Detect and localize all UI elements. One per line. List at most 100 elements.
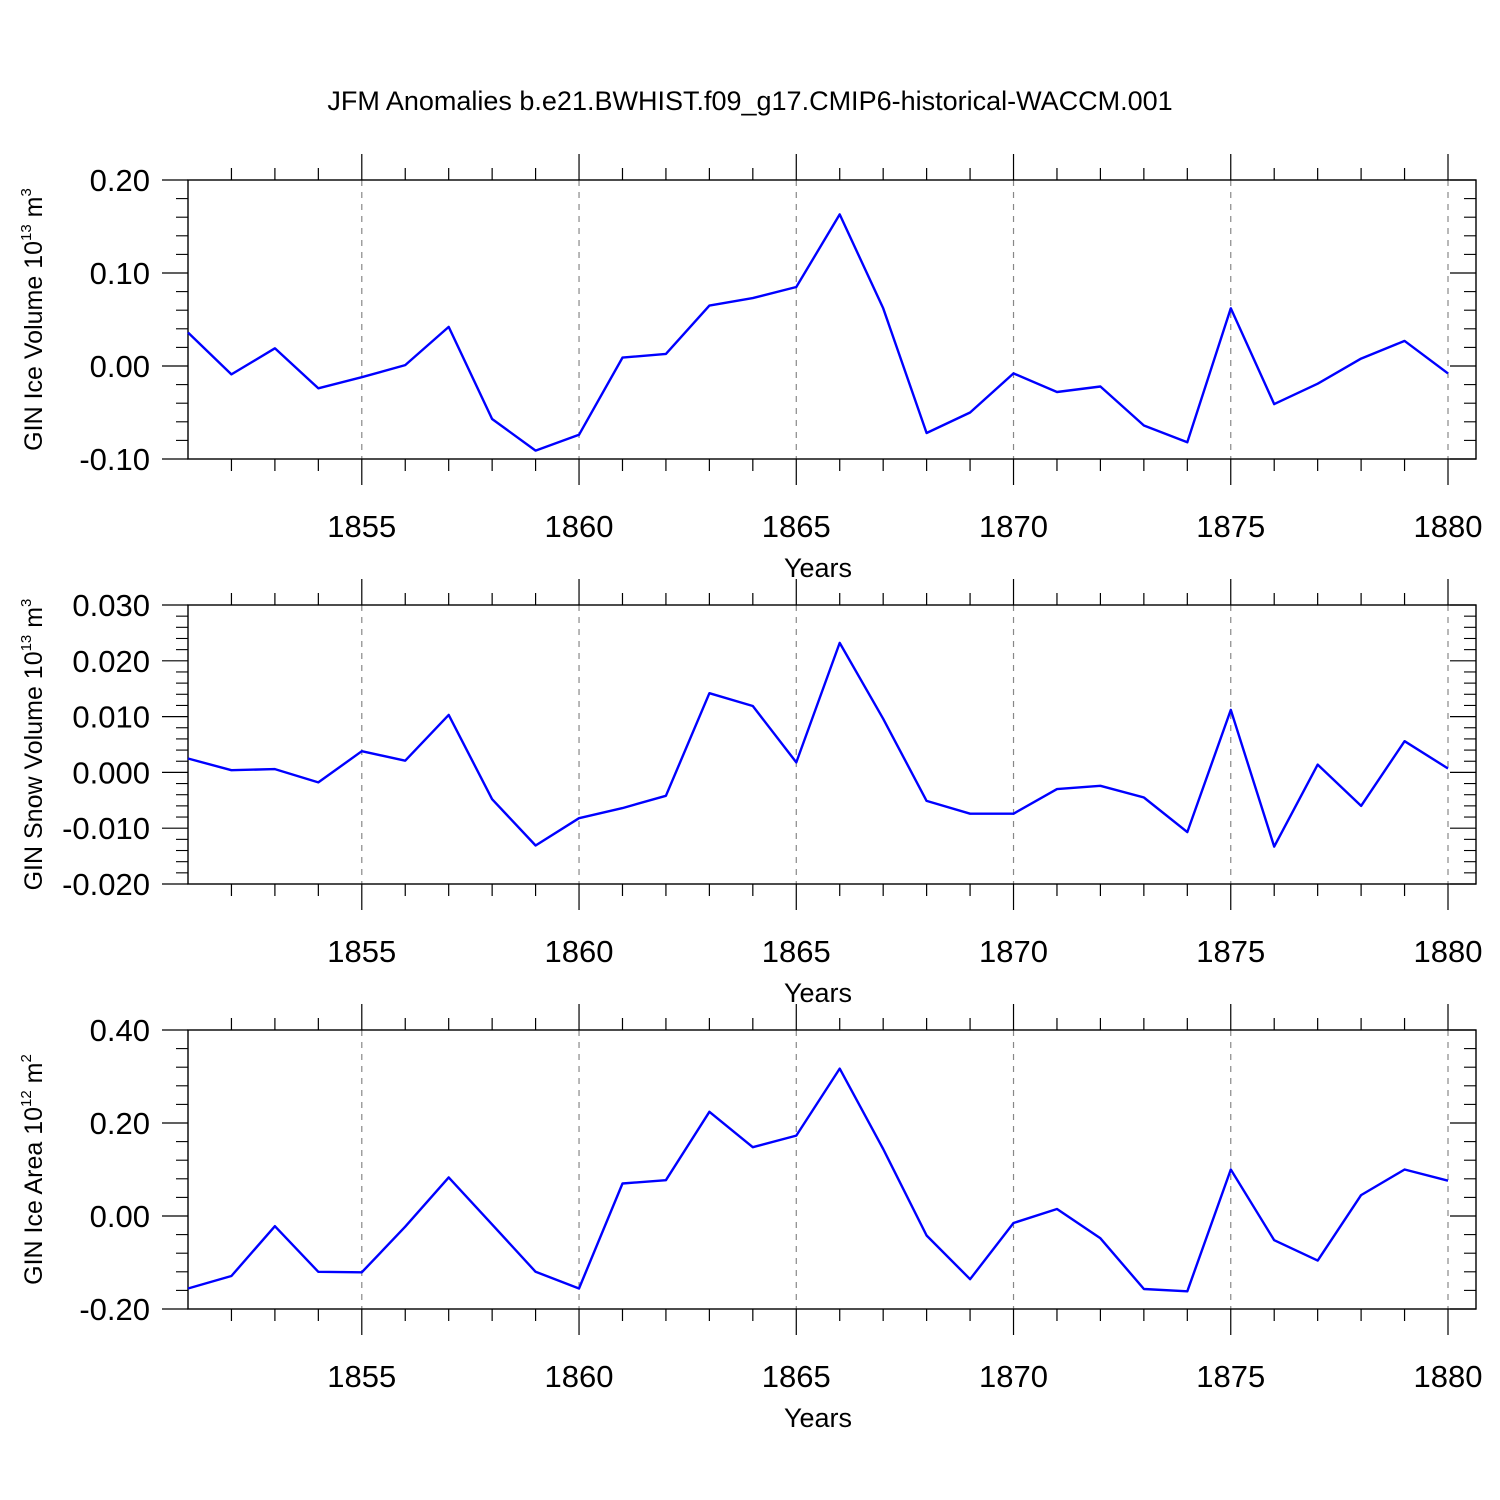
x-tick-label: 1880 [1414,509,1483,544]
y-tick-label: 0.00 [90,1199,150,1234]
data-point [316,1270,320,1274]
data-point [1229,708,1233,712]
x-axis-label: Years [784,978,852,1008]
data-point [1403,1168,1407,1172]
data-point [1272,845,1276,849]
chart-title: JFM Anomalies b.e21.BWHIST.f09_g17.CMIP6… [327,86,1173,116]
data-point [968,411,972,415]
x-axis-label: Years [784,553,852,583]
data-point [1316,1259,1320,1263]
data-point [707,1110,711,1114]
x-tick-label: 1875 [1196,934,1265,969]
data-point [1229,1168,1233,1172]
data-point [968,1277,972,1281]
data-point [751,296,755,300]
data-point [577,816,581,820]
data-point [1359,1193,1363,1197]
y-tick-label: 0.010 [72,700,150,735]
data-point [1185,830,1189,834]
y-tick-label: 0.10 [90,256,150,291]
data-point [881,1147,885,1151]
data-point [1185,440,1189,444]
data-point [1012,1221,1016,1225]
x-tick-label: 1860 [545,1359,614,1394]
data-point [1446,371,1450,375]
data-point [925,431,929,435]
x-tick-label: 1880 [1414,1359,1483,1394]
y-tick-label: -0.10 [79,442,150,477]
x-tick-label: 1865 [762,934,831,969]
data-point [1098,1236,1102,1240]
data-point [447,1175,451,1179]
panel-3: -0.20 0.00 0.20 0.40 1855 1860 1865 1870 1875 188… [18,1004,1482,1433]
data-point [1403,739,1407,743]
data-point [968,812,972,816]
data-point [316,780,320,784]
data-point [273,346,277,350]
data-point [838,212,842,216]
data-point [229,1274,233,1278]
series-line [187,213,1449,452]
y-tick-label: 0.20 [90,163,150,198]
x-tick-label: 1865 [762,509,831,544]
data-point [447,713,451,717]
data-point [403,759,407,763]
data-point [794,285,798,289]
y-tick-label: 0.40 [90,1013,150,1048]
data-point [794,1134,798,1138]
data-point [1272,402,1276,406]
data-point [490,797,494,801]
x-tick-label: 1855 [327,1359,396,1394]
x-tick-label: 1870 [979,934,1048,969]
data-point [1055,787,1059,791]
x-tick-label: 1870 [979,509,1048,544]
data-point [186,1287,190,1291]
data-point [534,449,538,453]
data-point [273,1224,277,1228]
plot-frame [187,1029,1477,1310]
panel-1: -0.10 0.00 0.10 0.20 1855 1860 1865 1870 1875 188… [18,154,1482,583]
data-point [229,768,233,772]
x-tick-label: 1865 [762,1359,831,1394]
y-tick-label: -0.20 [79,1292,150,1327]
data-point [186,331,190,335]
data-point [1316,763,1320,767]
data-point [925,1234,929,1238]
y-tick-label: -0.010 [62,811,150,846]
plot-frame [187,604,1477,885]
data-point [925,799,929,803]
data-point [1272,1238,1276,1242]
data-point [751,704,755,708]
data-point [229,372,233,376]
y-axis-label: GIN Snow Volume 1013 m3 [18,599,48,891]
y-tick-label: 0.020 [72,644,150,679]
data-point [620,806,624,810]
y-tick-label: 0.000 [72,755,150,790]
data-point [664,352,668,356]
x-axis-label: Years [784,1403,852,1433]
data-point [664,1178,668,1182]
data-point [1098,384,1102,388]
data-point [1142,424,1146,428]
x-tick-label: 1855 [327,509,396,544]
panel-2: -0.020 -0.010 0.000 0.010 0.020 0.030 1855 1860… [18,579,1482,1008]
y-axis-label: GIN Ice Volume 1013 m3 [18,188,48,451]
data-point [881,306,885,310]
data-point [1229,306,1233,310]
data-point [403,1225,407,1229]
y-tick-label: 0.20 [90,1106,150,1141]
data-point [1055,390,1059,394]
data-point [838,641,842,645]
y-tick-label: -0.020 [62,867,150,902]
data-point [360,749,364,753]
x-tick-label: 1860 [545,509,614,544]
data-point [316,386,320,390]
data-point [1185,1289,1189,1293]
data-point [794,760,798,764]
data-point [838,1067,842,1071]
data-point [1142,796,1146,800]
data-point [751,1145,755,1149]
data-point [273,767,277,771]
x-tick-label: 1875 [1196,509,1265,544]
